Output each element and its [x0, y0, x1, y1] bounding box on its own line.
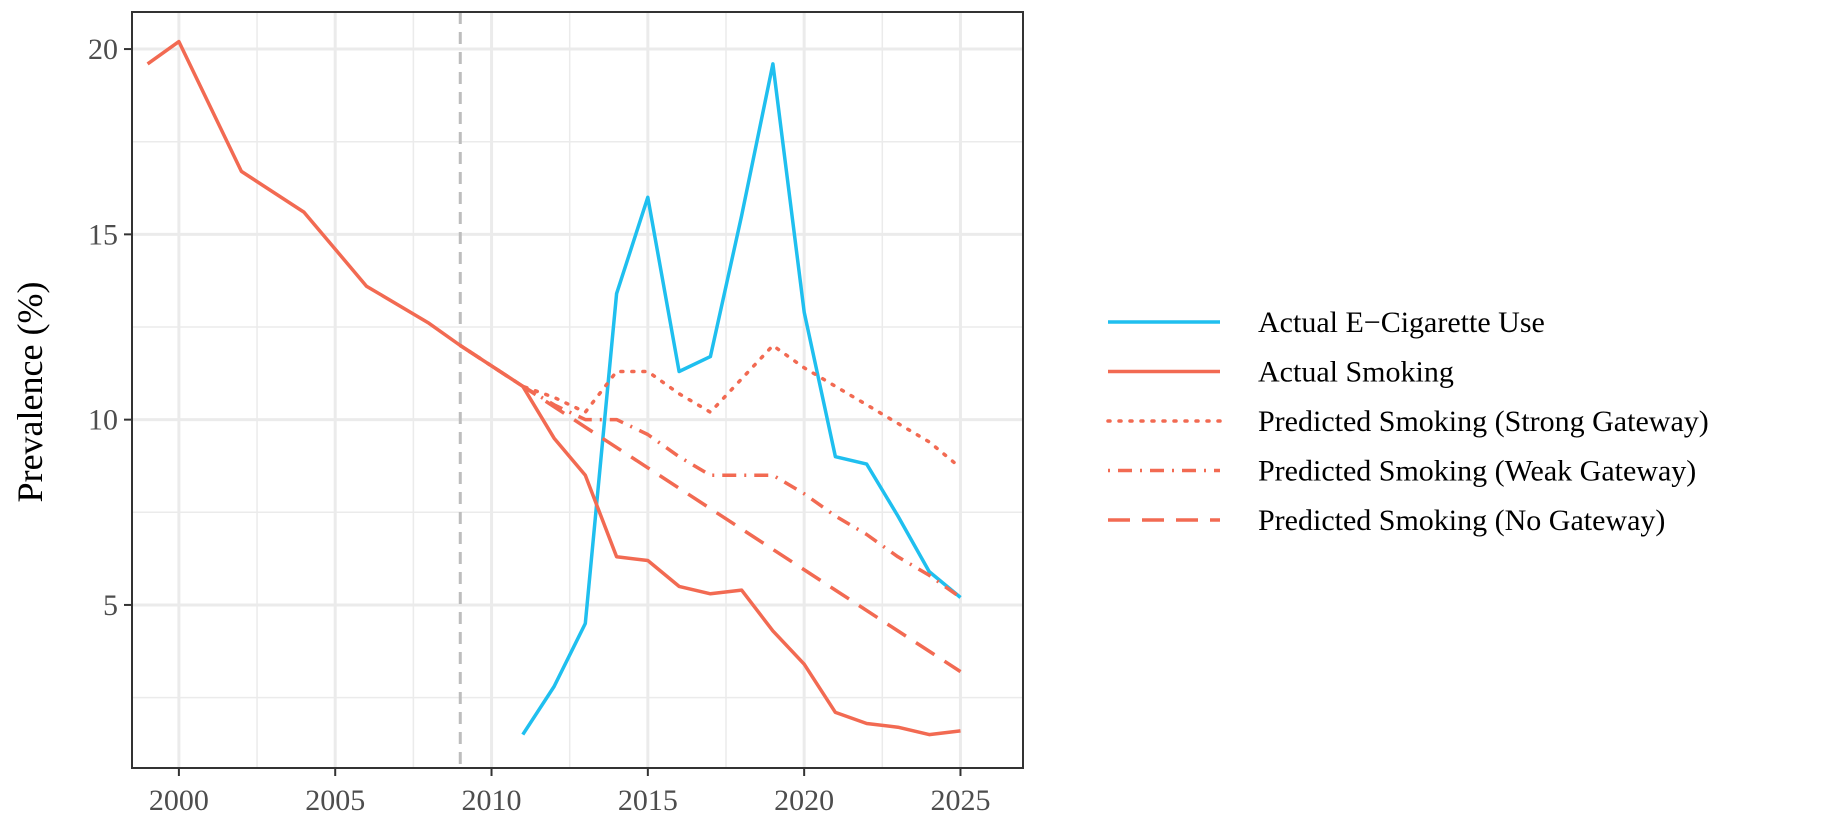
series-line-4	[459, 344, 962, 674]
panel-border-group	[131, 11, 1024, 769]
x-tick-label: 2000	[149, 784, 209, 817]
y-tick-label: 10	[88, 404, 118, 437]
x-tick-label: 2010	[462, 784, 522, 817]
y-tick-label: 20	[88, 33, 118, 66]
series-line-1	[146, 39, 961, 737]
legend: Actual E−Cigarette Use Actual Smoking Pred…	[1106, 306, 1709, 537]
y-tick-label: 15	[88, 218, 118, 251]
legend-label-0: Actual E−Cigarette Use	[1258, 306, 1545, 339]
panel-border	[131, 11, 1024, 769]
legend-label-1: Actual Smoking	[1258, 356, 1454, 389]
axis-ticks: 2000 2005 2010 2015 2020 2025 5 10 15 20	[88, 33, 990, 817]
series-line-3	[459, 344, 962, 599]
y-tick-label: 5	[103, 589, 118, 622]
x-tick-label: 2025	[930, 784, 990, 817]
x-tick-label: 2015	[618, 784, 678, 817]
x-tick-label: 2020	[774, 784, 834, 817]
legend-label-4: Predicted Smoking (No Gateway)	[1258, 504, 1665, 537]
legend-label-2: Predicted Smoking (Strong Gateway)	[1258, 405, 1709, 438]
series-lines	[146, 39, 963, 737]
legend-label-3: Predicted Smoking (Weak Gateway)	[1258, 455, 1696, 488]
series-line-0	[521, 62, 962, 736]
grid	[132, 12, 1023, 768]
x-tick-label: 2005	[305, 784, 365, 817]
series-line-2	[458, 343, 963, 470]
y-axis-title: Prevalence (%)	[10, 282, 50, 503]
